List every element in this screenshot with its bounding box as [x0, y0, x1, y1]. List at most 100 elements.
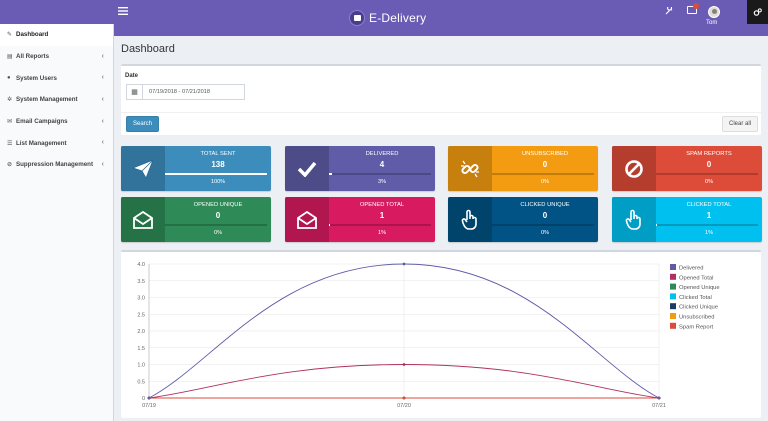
date-label: Date — [125, 73, 139, 79]
wrench-icon — [665, 5, 673, 15]
tile-percent: 0% — [213, 230, 223, 236]
tile-percent: 100% — [210, 179, 226, 185]
tile-title: DELIVERED — [365, 151, 399, 157]
tile-progress-bar — [329, 173, 431, 175]
legend-label-unsubscribed: Unsubscribed — [679, 315, 714, 321]
tile-value: 0 — [542, 211, 548, 220]
sidebar-item-label: System Management — [16, 96, 78, 104]
tile-total-sent[interactable]: TOTAL SENT 138 100% — [121, 146, 271, 191]
y-tick-label: 1.0 — [137, 363, 145, 369]
tile-progress-bar — [165, 173, 267, 175]
date-range-field[interactable]: ▦ 07/19/2018 - 07/21/2018 — [126, 84, 245, 100]
search-button[interactable]: Search — [126, 116, 159, 132]
tile-title: OPENED UNIQUE — [193, 202, 243, 208]
brand-logo-icon — [349, 10, 365, 26]
sidebar-item-label: Dashboard — [16, 31, 49, 39]
x-tick-label: 07/19 — [142, 403, 156, 409]
logo-area — [0, 0, 114, 24]
tile-value: 138 — [211, 160, 225, 169]
sidebar-item-label: Email Campaigns — [16, 118, 68, 126]
tile-title: SPAM REPORTS — [686, 151, 732, 157]
sidebar-item-system-management[interactable]: ✲ System Management ‹ — [0, 89, 113, 111]
page-title: Dashboard — [121, 43, 175, 55]
tile-value: 0 — [706, 160, 712, 169]
clear-all-button[interactable]: Clear all — [722, 116, 758, 132]
tile-clicked-total[interactable]: CLICKED TOTAL 1 1% — [612, 197, 762, 242]
legend-swatch-clicked-total — [670, 293, 676, 300]
tile-percent: 0% — [704, 179, 714, 185]
list-icon: ☰ — [7, 140, 13, 147]
sidebar-item-dashboard[interactable]: ✎ Dashboard — [0, 24, 113, 46]
tile-progress-bar — [492, 224, 594, 226]
sidebar-toggle-button[interactable] — [118, 7, 130, 17]
unlink-icon — [448, 146, 492, 191]
tile-title: UNSUBSCRIBED — [521, 151, 569, 157]
y-tick-label: 2.0 — [137, 329, 145, 335]
tile-delivered[interactable]: DELIVERED 4 3% — [285, 146, 435, 191]
legend-label-delivered: Delivered — [679, 266, 704, 272]
tile-percent: 1% — [704, 230, 714, 236]
tile-title: OPENED TOTAL — [359, 202, 405, 208]
tile-value: 0 — [215, 211, 221, 220]
sidebar-item-system-users[interactable]: ● System Users ‹ — [0, 67, 113, 89]
tile-spam-reports[interactable]: SPAM REPORTS 0 0% — [612, 146, 762, 191]
ban-icon: ⊘ — [7, 162, 13, 169]
main-content: Dashboard Date ▦ 07/19/2018 - 07/21/2018… — [115, 36, 768, 421]
user-name[interactable]: Tom — [706, 20, 718, 26]
notifications-button[interactable] — [687, 6, 697, 14]
tile-progress-bar — [329, 224, 431, 226]
sidebar-item-suppression-management[interactable]: ⊘ Suppression Management ‹ — [0, 154, 113, 176]
brand-name: E-Delivery — [369, 11, 427, 25]
divider — [121, 112, 761, 113]
wrench-tools-button[interactable] — [665, 5, 673, 17]
sidebar-item-label: Suppression Management — [16, 161, 94, 169]
legend-swatch-clicked-unique — [670, 303, 676, 310]
notification-badge — [693, 3, 699, 9]
sidebar: ✎ Dashboard ▤ All Reports ‹ ● System Use… — [0, 24, 114, 421]
tile-unsubscribed[interactable]: UNSUBSCRIBED 0 0% — [448, 146, 598, 191]
legend-swatch-unsubscribed — [670, 313, 676, 319]
sidebar-item-label: All Reports — [16, 53, 50, 61]
tile-progress-fill — [165, 173, 267, 175]
cogs-icon — [753, 7, 762, 16]
chevron-left-icon: ‹ — [101, 161, 104, 169]
control-sidebar-button[interactable] — [747, 0, 768, 24]
hand-pointer-icon — [448, 197, 492, 242]
brand[interactable]: E-Delivery — [349, 9, 426, 27]
chevron-left-icon: ‹ — [101, 139, 104, 147]
chart-panel: 0 0.5 1.0 1.5 2.0 2.5 3.0 3.5 4.0 07/19 07/20 07/21… — [121, 250, 761, 418]
tile-percent: 0% — [540, 179, 550, 185]
legend-label-clicked-total: Clicked Total — [679, 295, 712, 301]
user-avatar[interactable] — [708, 6, 720, 18]
data-point-spam-report — [402, 396, 406, 400]
tile-progress-bar — [492, 173, 594, 175]
bars-icon — [118, 7, 128, 15]
legend-label-opened-unique: Opened Unique — [679, 285, 720, 291]
tile-value: 4 — [379, 160, 385, 169]
chevron-left-icon: ‹ — [101, 96, 104, 104]
tile-progress-fill — [329, 173, 333, 175]
tile-progress-bar — [656, 224, 758, 226]
y-tick-label: 3.5 — [137, 279, 145, 285]
legend-swatch-opened-total — [670, 273, 676, 280]
envelope-open-icon — [285, 197, 329, 242]
tile-progress-bar — [165, 224, 267, 226]
tile-clicked-unique[interactable]: CLICKED UNIQUE 0 0% — [448, 197, 598, 242]
tile-percent: 0% — [540, 230, 550, 236]
calendar-icon: ▦ — [127, 85, 143, 99]
tile-opened-total[interactable]: OPENED TOTAL 1 1% — [285, 197, 435, 242]
data-point-delivered — [657, 396, 661, 400]
chevron-left-icon: ‹ — [101, 117, 104, 125]
user-icon: ● — [7, 75, 11, 82]
tile-progress-fill — [329, 224, 331, 226]
y-tick-label: 4.0 — [137, 262, 145, 268]
tile-percent: 1% — [377, 230, 387, 236]
sidebar-item-list-management[interactable]: ☰ List Management ‹ — [0, 132, 113, 154]
sidebar-item-all-reports[interactable]: ▤ All Reports ‹ — [0, 46, 113, 68]
line-chart: 0 0.5 1.0 1.5 2.0 2.5 3.0 3.5 4.0 07/19 07/20 07/21… — [137, 262, 720, 409]
sidebar-item-email-campaigns[interactable]: ✉ Email Campaigns ‹ — [0, 111, 113, 133]
date-range-value: 07/19/2018 - 07/21/2018 — [149, 89, 210, 95]
table-icon: ▤ — [7, 54, 13, 61]
y-tick-label: 1.5 — [137, 346, 145, 352]
tile-opened-unique[interactable]: OPENED UNIQUE 0 0% — [121, 197, 271, 242]
